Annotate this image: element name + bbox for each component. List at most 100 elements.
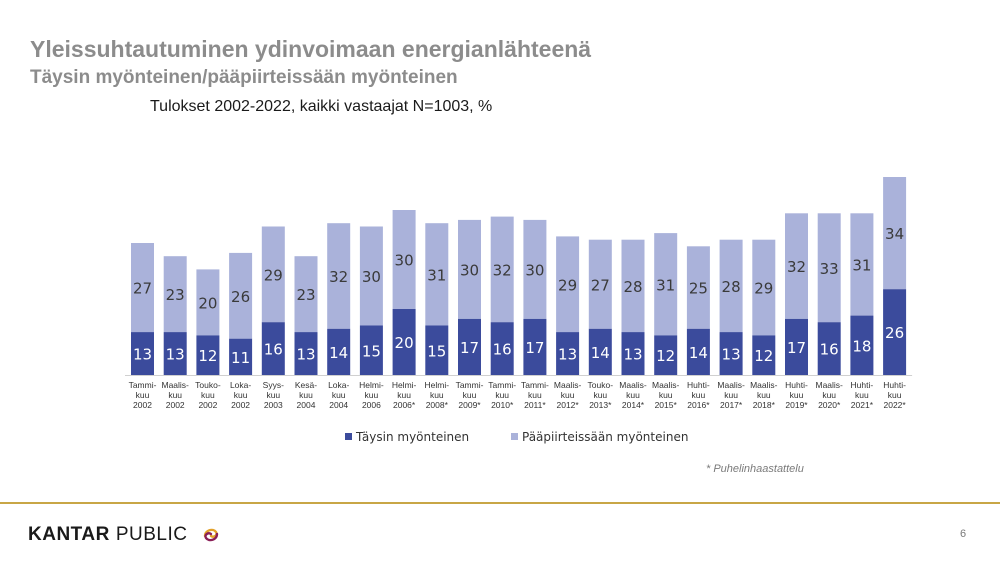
bar-taysin-myonteinen: [785, 318, 808, 375]
bar-taysin-myonteinen: [621, 332, 645, 375]
data-label-paapiirteissaan: 29: [558, 276, 577, 294]
x-tick-label: kuu: [463, 390, 477, 400]
data-label-taysin: 14: [689, 344, 708, 362]
bar-taysin-myonteinen: [294, 332, 318, 375]
data-label-paapiirteissaan: 27: [133, 280, 152, 298]
footer-divider: [0, 502, 1000, 504]
x-tick-label: Touko-: [195, 380, 221, 390]
bar-taysin-myonteinen: [327, 328, 351, 375]
x-tick-label: Huhti-: [851, 380, 874, 390]
data-label-taysin: 20: [395, 334, 414, 352]
bar-paapiirteissaan-myonteinen: [490, 216, 514, 323]
x-tick-label: Syys-: [263, 380, 284, 390]
brand-name-bold: KANTAR: [28, 524, 110, 545]
bar-taysin-myonteinen: [883, 289, 907, 375]
bar-taysin-myonteinen: [425, 325, 449, 375]
data-label-taysin: 13: [166, 346, 185, 364]
x-tick-label: 2018*: [753, 400, 776, 410]
x-tick-label: Helmi-: [392, 380, 417, 390]
legend-taysin-myonteinen-swatch: [345, 433, 352, 440]
x-tick-label: Maalis-: [815, 380, 843, 390]
x-tick-label: kuu: [397, 390, 411, 400]
bar-taysin-myonteinen: [850, 315, 874, 375]
bar-paapiirteissaan-myonteinen: [621, 239, 645, 333]
x-tick-label: 2022*: [883, 400, 906, 410]
bar-paapiirteissaan-myonteinen: [163, 256, 187, 333]
x-tick-label: 2002: [133, 400, 152, 410]
x-tick-label: kuu: [365, 390, 379, 400]
data-label-paapiirteissaan: 30: [460, 261, 479, 279]
data-label-taysin: 15: [427, 342, 446, 360]
x-tick-label: kuu: [136, 390, 150, 400]
bar-paapiirteissaan-myonteinen: [850, 213, 874, 316]
bar-paapiirteissaan-myonteinen: [654, 233, 678, 336]
x-tick-label: 2013*: [589, 400, 612, 410]
x-tick-label: 2002: [166, 400, 185, 410]
x-tick-label: kuu: [234, 390, 248, 400]
bar-taysin-myonteinen: [163, 332, 187, 375]
x-tick-label: kuu: [430, 390, 444, 400]
x-tick-label: Maalis-: [717, 380, 745, 390]
bar-paapiirteissaan-myonteinen: [588, 239, 612, 329]
x-tick-label: 2003: [264, 400, 283, 410]
data-label-taysin: 13: [133, 346, 152, 364]
x-tick-label: kuu: [757, 390, 771, 400]
x-tick-label: kuu: [201, 390, 215, 400]
bar-paapiirteissaan-myonteinen: [785, 213, 808, 319]
bar-paapiirteissaan-myonteinen: [458, 219, 481, 319]
x-tick-label: 2002: [198, 400, 217, 410]
bar-paapiirteissaan-myonteinen: [817, 213, 841, 323]
data-label-taysin: 13: [558, 346, 577, 364]
x-tick-label: 2009*: [458, 400, 481, 410]
data-label-paapiirteissaan: 23: [296, 286, 315, 304]
x-tick-label: 2020*: [818, 400, 841, 410]
x-tick-label: 2012*: [556, 400, 579, 410]
data-label-taysin: 13: [296, 346, 315, 364]
x-tick-label: 2015*: [655, 400, 678, 410]
bar-taysin-myonteinen: [229, 338, 253, 375]
chart-caption: Tulokset 2002-2022, kaikki vastaajat N=1…: [150, 98, 493, 115]
bar-paapiirteissaan-myonteinen: [359, 226, 383, 326]
data-label-taysin: 12: [198, 347, 217, 365]
x-tick-label: Maalis-: [619, 380, 647, 390]
x-tick-label: Helmi-: [425, 380, 450, 390]
data-label-taysin: 13: [722, 346, 741, 364]
x-tick-label: Huhti-: [687, 380, 710, 390]
data-label-paapiirteissaan: 23: [166, 286, 185, 304]
data-label-taysin: 17: [787, 339, 806, 357]
x-tick-label: Tammi-: [521, 380, 549, 390]
data-label-taysin: 13: [623, 346, 642, 364]
bar-paapiirteissaan-myonteinen: [523, 219, 547, 319]
x-tick-label: kuu: [855, 390, 869, 400]
data-label-taysin: 12: [656, 347, 675, 365]
x-tick-label: kuu: [593, 390, 607, 400]
x-tick-label: 2008*: [426, 400, 449, 410]
x-tick-label: Huhti-: [883, 380, 906, 390]
bar-paapiirteissaan-myonteinen: [327, 223, 351, 329]
data-label-paapiirteissaan: 34: [885, 225, 904, 243]
data-label-paapiirteissaan: 32: [329, 268, 348, 286]
bar-taysin-myonteinen: [261, 322, 285, 375]
bar-paapiirteissaan-myonteinen: [719, 239, 743, 333]
data-label-taysin: 16: [820, 341, 839, 359]
x-tick-label: 2011*: [524, 400, 546, 410]
x-tick-label: kuu: [266, 390, 280, 400]
bar-paapiirteissaan-myonteinen: [229, 252, 253, 339]
x-tick-label: kuu: [724, 390, 738, 400]
x-tick-label: kuu: [888, 390, 902, 400]
x-tick-label: 2019*: [785, 400, 808, 410]
data-label-paapiirteissaan: 32: [787, 258, 806, 276]
bar-taysin-myonteinen: [817, 322, 841, 375]
data-label-taysin: 15: [362, 342, 381, 360]
x-tick-label: kuu: [822, 390, 836, 400]
x-tick-label: Huhti-: [785, 380, 808, 390]
x-tick-label: 2006: [362, 400, 381, 410]
data-label-paapiirteissaan: 32: [493, 261, 512, 279]
x-tick-label: kuu: [659, 390, 673, 400]
bar-taysin-myonteinen: [196, 335, 220, 375]
x-tick-label: Maalis-: [554, 380, 582, 390]
x-tick-label: Helmi-: [359, 380, 384, 390]
x-tick-label: Maalis-: [652, 380, 680, 390]
data-label-taysin: 17: [525, 339, 544, 357]
bar-taysin-myonteinen: [686, 328, 710, 375]
